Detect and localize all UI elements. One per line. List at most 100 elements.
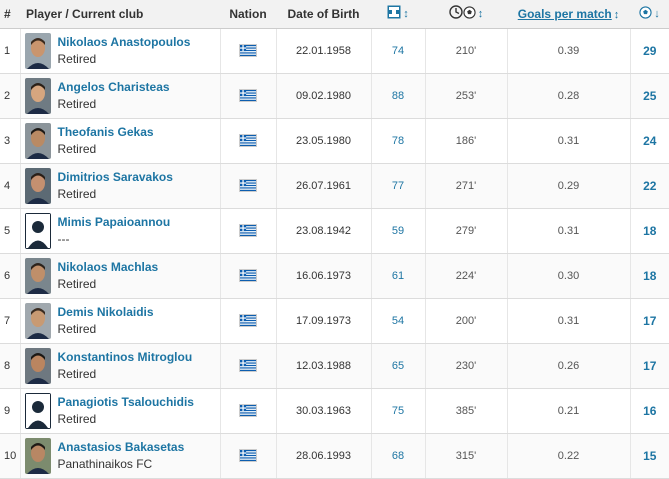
player-name-link[interactable]: Panagiotis Tsalouchidis — [57, 394, 194, 409]
date-of-birth: 30.03.1963 — [276, 388, 372, 434]
table-row: 10 Anastasios Bakasetas Panathinaikos FC — [0, 433, 669, 479]
appearances-link[interactable]: 88 — [371, 73, 426, 119]
goals-link[interactable]: 22 — [630, 163, 669, 209]
player-photo[interactable] — [24, 347, 51, 384]
greece-flag-icon — [239, 134, 257, 147]
sort-arrow-icon[interactable]: ↕ — [613, 8, 620, 21]
player-photo[interactable] — [24, 212, 51, 249]
player-name-link[interactable]: Theofanis Gekas — [57, 124, 154, 139]
appearances-link[interactable]: 74 — [371, 28, 426, 74]
current-club: Retired — [57, 321, 97, 336]
date-of-birth: 28.06.1993 — [276, 433, 372, 479]
sort-down-icon[interactable]: ↓ — [654, 7, 660, 20]
greece-flag-icon — [239, 314, 257, 327]
header-rank: # — [0, 0, 20, 29]
header-goals-per-match[interactable]: Goals per match ↕ — [507, 0, 630, 29]
appearances-link[interactable]: 59 — [371, 208, 426, 254]
greece-flag-icon — [239, 449, 257, 462]
goals-per-match: 0.22 — [507, 433, 631, 479]
sort-arrow-icon[interactable]: ↕ — [403, 7, 409, 20]
minutes-per-goal: 253' — [425, 73, 508, 119]
rank: 4 — [0, 163, 21, 209]
goals-link[interactable]: 29 — [630, 28, 669, 74]
table-row: 9 Panagiotis Tsalouchidis Retired — [0, 388, 669, 434]
player-photo[interactable] — [24, 77, 51, 114]
goals-link[interactable]: 17 — [630, 298, 669, 344]
player-name-link[interactable]: Angelos Charisteas — [57, 79, 170, 94]
table-row: 5 Mimis Papaioannou --- — [0, 208, 669, 254]
current-club: Retired — [57, 186, 97, 201]
goals-per-match: 0.29 — [507, 163, 631, 209]
appearances-link[interactable]: 68 — [371, 433, 426, 479]
current-club: Panathinaikos FC — [57, 456, 153, 471]
goals-per-match: 0.30 — [507, 253, 631, 299]
header-dob: Date of Birth — [276, 0, 371, 29]
rank: 8 — [0, 343, 21, 389]
goals-link[interactable]: 15 — [630, 433, 669, 479]
goals-per-match: 0.26 — [507, 343, 631, 389]
rank: 2 — [0, 73, 21, 119]
rank: 7 — [0, 298, 21, 344]
date-of-birth: 09.02.1980 — [276, 73, 372, 119]
goals-per-match: 0.31 — [507, 208, 631, 254]
player-photo[interactable] — [24, 392, 51, 429]
player-photo[interactable] — [24, 122, 51, 159]
date-of-birth: 23.05.1980 — [276, 118, 372, 164]
player-photo[interactable] — [24, 257, 51, 294]
date-of-birth: 23.08.1942 — [276, 208, 372, 254]
table-row: 7 Demis Nikolaidis Retired — [0, 298, 669, 344]
greece-flag-icon — [239, 89, 257, 102]
greece-flag-icon — [239, 44, 257, 57]
header-appearances[interactable]: ↕ — [371, 0, 425, 29]
ball-icon — [463, 6, 476, 22]
current-club: Retired — [57, 276, 97, 291]
current-club: Retired — [57, 411, 97, 426]
player-name-link[interactable]: Konstantinos Mitroglou — [57, 349, 193, 364]
minutes-per-goal: 224' — [425, 253, 508, 299]
goals-per-match: 0.39 — [507, 28, 631, 74]
goals-link[interactable]: 25 — [630, 73, 669, 119]
appearances-link[interactable]: 75 — [371, 388, 426, 434]
appearances-link[interactable]: 61 — [371, 253, 426, 299]
header-goals[interactable]: ↓ — [630, 0, 669, 29]
header-minutes-per-goal[interactable]: ↕ — [425, 0, 507, 29]
current-club: Retired — [57, 141, 97, 156]
goals-icon — [639, 6, 652, 22]
table-row: 1 Nikolaos Anastopoulos Retired — [0, 28, 669, 74]
rank: 1 — [0, 28, 21, 74]
player-name-link[interactable]: Dimitrios Saravakos — [57, 169, 173, 184]
appearances-link[interactable]: 54 — [371, 298, 426, 344]
goals-link[interactable]: 18 — [630, 253, 669, 299]
table-row: 6 Nikolaos Machlas Retired — [0, 253, 669, 299]
date-of-birth: 12.03.1988 — [276, 343, 372, 389]
table-row: 2 Angelos Charisteas Retired — [0, 73, 669, 119]
player-photo[interactable] — [24, 437, 51, 474]
player-name-link[interactable]: Nikolaos Machlas — [57, 259, 159, 274]
player-name-link[interactable]: Demis Nikolaidis — [57, 304, 154, 319]
goals-per-match-link[interactable]: Goals per match — [517, 6, 612, 21]
goals-link[interactable]: 17 — [630, 343, 669, 389]
goals-link[interactable]: 16 — [630, 388, 669, 434]
player-name-link[interactable]: Mimis Papaioannou — [57, 214, 171, 229]
greece-flag-icon — [239, 359, 257, 372]
goals-per-match: 0.31 — [507, 298, 631, 344]
appearances-link[interactable]: 78 — [371, 118, 426, 164]
player-photo[interactable] — [24, 302, 51, 339]
appearances-icon — [387, 5, 401, 22]
sort-arrow-icon[interactable]: ↕ — [477, 7, 484, 20]
date-of-birth: 22.01.1958 — [276, 28, 372, 74]
player-name-link[interactable]: Nikolaos Anastopoulos — [57, 34, 191, 49]
player-photo[interactable] — [24, 167, 51, 204]
goals-link[interactable]: 18 — [630, 208, 669, 254]
appearances-link[interactable]: 77 — [371, 163, 426, 209]
minutes-per-goal: 230' — [425, 343, 508, 389]
player-name-link[interactable]: Anastasios Bakasetas — [57, 439, 185, 454]
header-player: Player / Current club — [20, 0, 220, 29]
date-of-birth: 26.07.1961 — [276, 163, 372, 209]
greece-flag-icon — [239, 224, 257, 237]
player-photo[interactable] — [24, 32, 51, 69]
appearances-link[interactable]: 65 — [371, 343, 426, 389]
goals-link[interactable]: 24 — [630, 118, 669, 164]
rank: 3 — [0, 118, 21, 164]
